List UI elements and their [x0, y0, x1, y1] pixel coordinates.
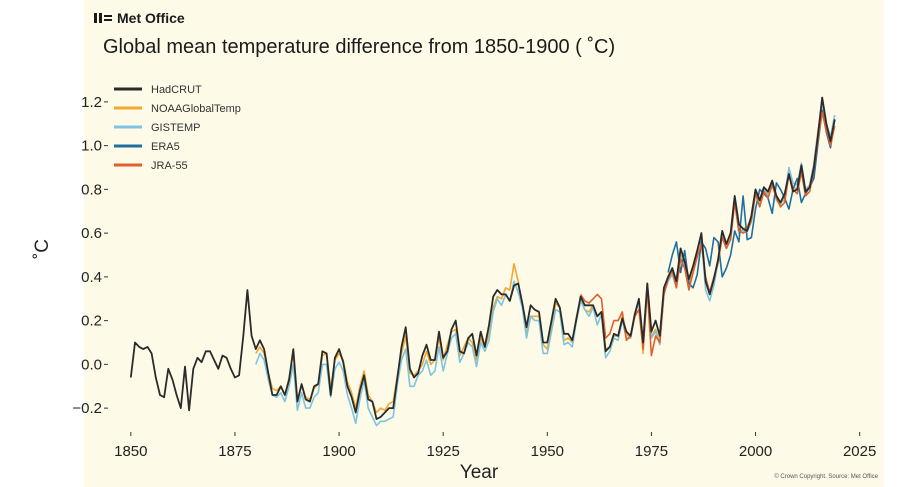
chart-title: Global mean temperature difference from …	[103, 36, 616, 58]
x-tick-label: 2000	[739, 443, 772, 460]
legend-entry: JRA-55	[151, 160, 188, 172]
series-line-noaaglobaltemp	[255, 105, 836, 414]
legend-entry: ERA5	[151, 141, 180, 153]
series-line-gistemp	[255, 101, 836, 427]
y-tick-label: 0.4	[81, 269, 102, 286]
y-tick-label: 1.2	[81, 94, 102, 111]
chart-panel	[84, 0, 884, 487]
x-tick-label: 1875	[218, 443, 251, 460]
legend-entry: HadCRUT	[151, 84, 202, 96]
y-tick-label: −0.2	[72, 400, 102, 417]
series-line-era5	[667, 109, 836, 289]
y-tick-label: 0.0	[81, 356, 102, 373]
x-tick-label: 2025	[843, 443, 876, 460]
legend-entry: NOAAGlobalTemp	[151, 103, 241, 115]
x-tick-label: 1975	[635, 443, 668, 460]
x-tick-label: 1850	[114, 443, 147, 460]
y-tick-label: 0.6	[81, 225, 102, 242]
series-line-jra-55	[579, 112, 836, 357]
met-office-logo-icon	[94, 13, 112, 23]
y-tick-label: 0.2	[81, 313, 102, 330]
x-tick-label: 1900	[322, 443, 355, 460]
legend-entry: GISTEMP	[151, 122, 201, 134]
y-axis-label: ˚C	[32, 239, 53, 259]
x-axis-label: Year	[460, 462, 499, 483]
y-tick-label: 0.8	[81, 181, 102, 198]
met-office-logo: Met Office	[93, 10, 185, 26]
x-tick-label: 1925	[426, 443, 459, 460]
credit-text: © Crown Copyright. Source: Met Office	[774, 474, 878, 480]
x-tick-label: 1950	[531, 443, 564, 460]
logo-text: Met Office	[117, 10, 185, 26]
y-tick-label: 1.0	[81, 138, 102, 155]
series-line-hadcrut	[129, 96, 836, 421]
